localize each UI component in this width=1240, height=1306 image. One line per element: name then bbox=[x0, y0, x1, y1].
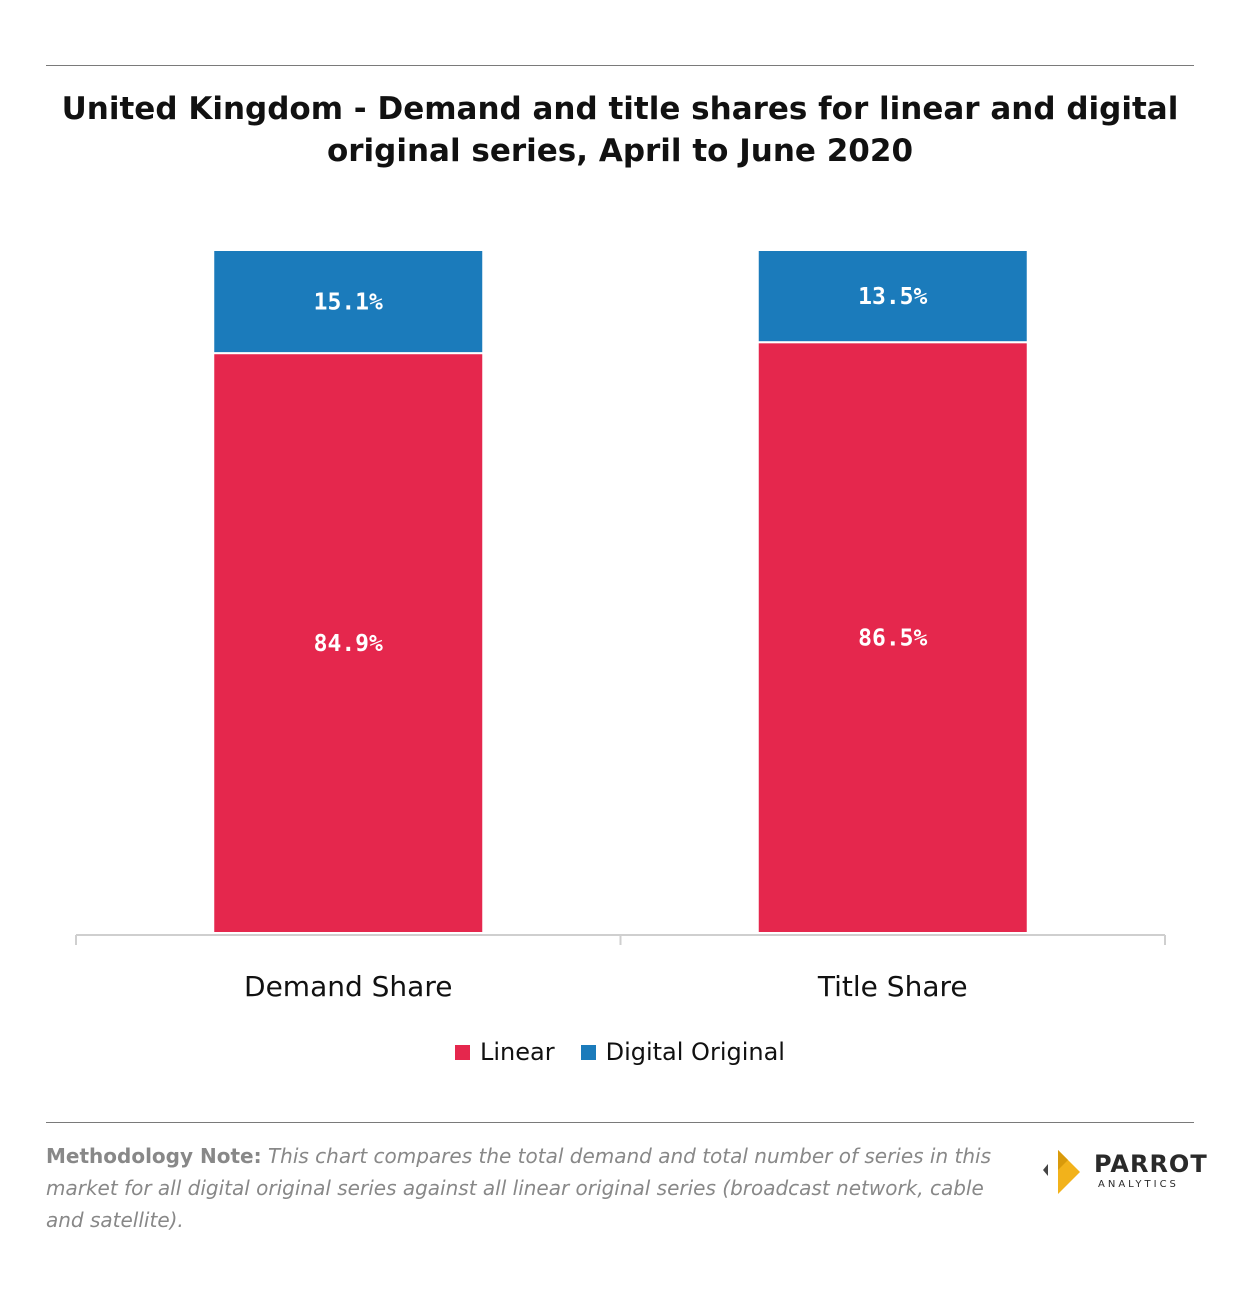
data-label-linear-1: 86.5% bbox=[858, 626, 927, 652]
logo-subtitle: ANALYTICS bbox=[1098, 1179, 1179, 1190]
legend-item-digital: Digital Original bbox=[580, 1038, 785, 1066]
bottom-rule bbox=[46, 1122, 1194, 1123]
data-label-digital-original-0: 15.1% bbox=[314, 290, 383, 316]
legend-swatch-linear bbox=[455, 1044, 470, 1060]
legend-item-linear: Linear bbox=[455, 1038, 555, 1066]
x-tick-label-0: Demand Share bbox=[244, 970, 452, 1003]
parrot-logo-icon bbox=[1043, 1150, 1080, 1194]
methodology-note-label: Methodology Note: bbox=[46, 1144, 262, 1168]
bar-linear-0 bbox=[212, 352, 485, 934]
legend-label-linear: Linear bbox=[480, 1038, 555, 1066]
data-label-linear-0: 84.9% bbox=[314, 631, 383, 657]
chart-title: United Kingdom - Demand and title shares… bbox=[61, 91, 1179, 169]
legend-label-digital: Digital Original bbox=[605, 1038, 785, 1066]
legend-swatch-digital bbox=[580, 1044, 596, 1060]
x-tick-label-1: Title Share bbox=[817, 970, 968, 1003]
logo-wordmark: PARROT bbox=[1094, 1150, 1208, 1178]
chart-area: 84.9% 15.1% Demand Share 86.5% 13.5% Title Sh… bbox=[75, 249, 1166, 1003]
top-rule bbox=[46, 65, 1194, 66]
legend: Linear Digital Original bbox=[0, 1038, 1240, 1066]
data-label-digital-original-1: 13.5% bbox=[858, 284, 927, 310]
bar-digital-original-1 bbox=[756, 249, 1029, 344]
methodology-note-text: This chart compares the total demand and… bbox=[46, 1144, 992, 1232]
bar-digital-original-0 bbox=[212, 249, 485, 355]
methodology-note: Methodology Note: This chart compares th… bbox=[46, 1140, 996, 1236]
parrot-analytics-logo: PARROT ANALYTICS bbox=[1040, 1146, 1207, 1196]
